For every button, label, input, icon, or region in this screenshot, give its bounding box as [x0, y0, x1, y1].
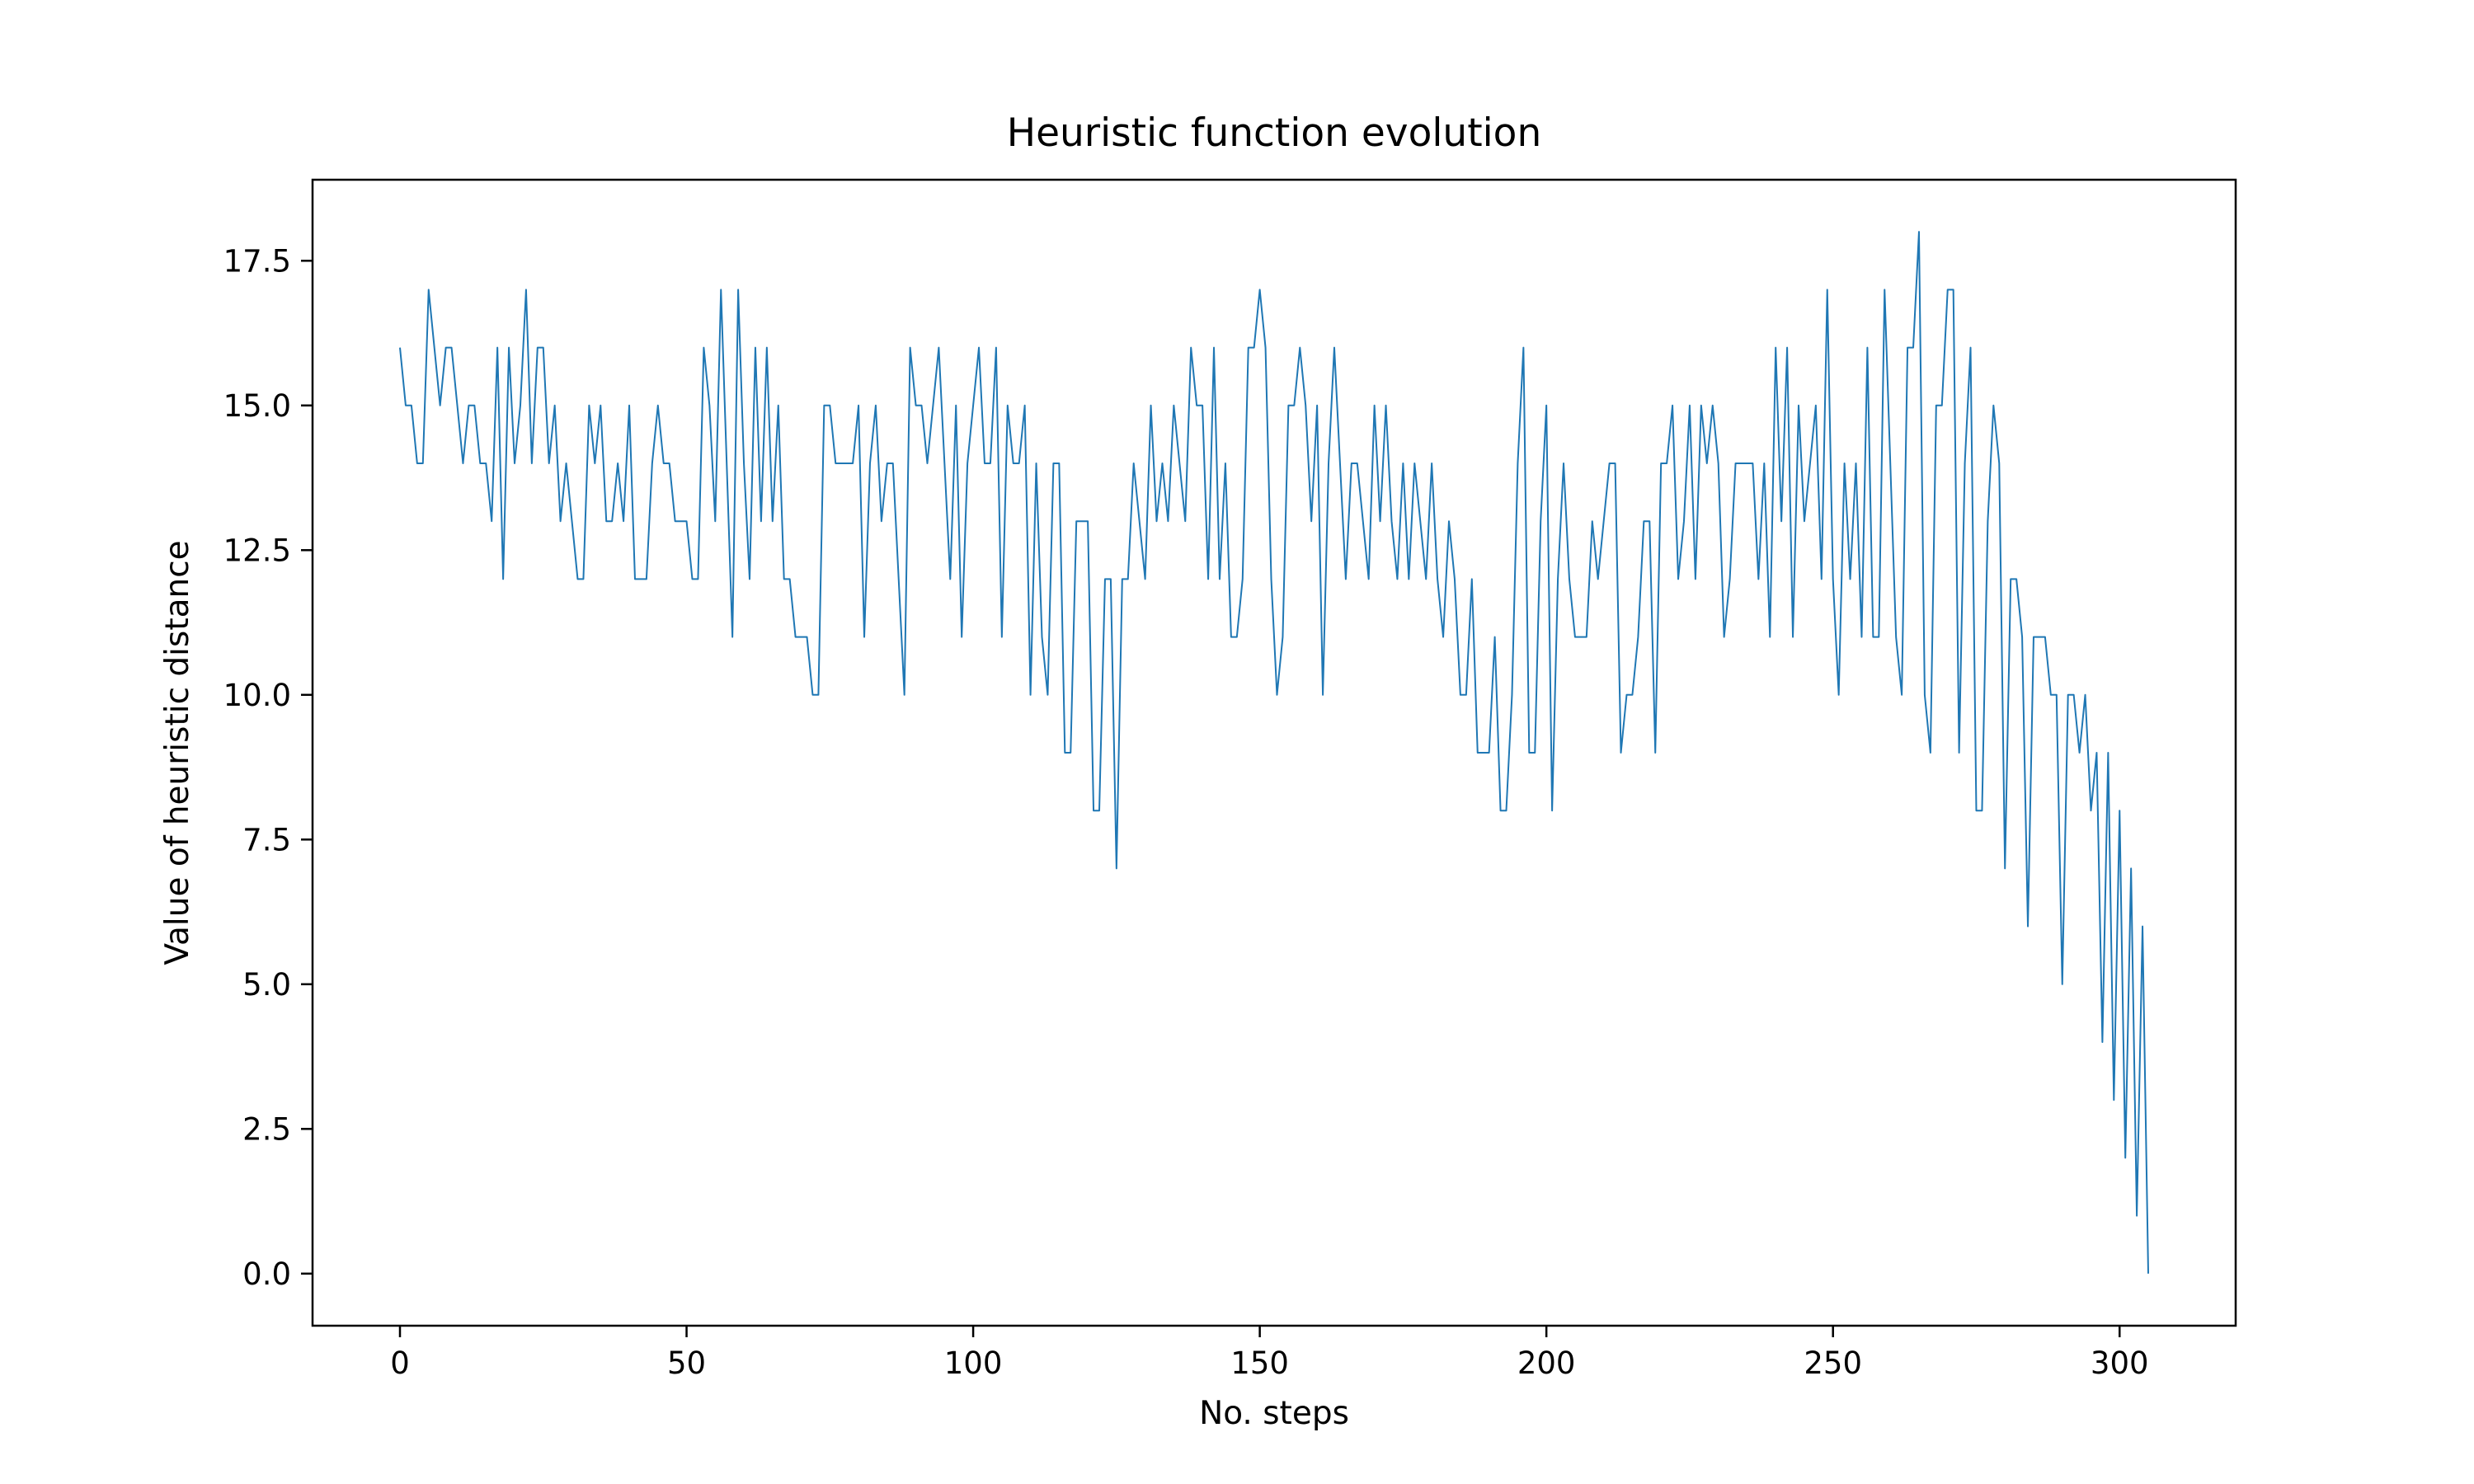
y-tick-label: 5.0 [242, 967, 291, 1003]
x-tick-label: 100 [944, 1345, 1003, 1381]
y-tick-label: 0.0 [242, 1256, 291, 1292]
chart-title: Heuristic function evolution [1007, 110, 1541, 156]
y-tick-label: 10.0 [223, 678, 291, 713]
y-tick-label: 2.5 [242, 1111, 291, 1147]
x-tick-label: 150 [1230, 1345, 1289, 1381]
x-tick-label: 0 [390, 1345, 410, 1381]
plot-area [311, 178, 2237, 1327]
y-tick-label: 12.5 [223, 533, 291, 568]
series-layer [399, 231, 2149, 1274]
series-line-1 [399, 231, 2149, 1274]
axes-frame [311, 178, 2237, 1327]
y-tick-label: 15.0 [223, 388, 291, 424]
x-tick-label: 200 [1517, 1345, 1576, 1381]
y-axis-label: Value of heuristic distance [159, 540, 196, 965]
y-tick-label: 17.5 [223, 243, 291, 279]
x-tick-label: 250 [1804, 1345, 1862, 1381]
y-tick-label: 7.5 [242, 822, 291, 857]
x-axis-label: No. steps [1199, 1395, 1349, 1432]
x-tick-label: 50 [667, 1345, 706, 1381]
y-axis: 0.0 2.5 5.0 7.5 10.0 12.5 15.0 17.5 [223, 243, 313, 1292]
x-axis: 0 50 100 150 200 250 300 [390, 1326, 2149, 1381]
x-tick-label: 300 [2091, 1345, 2149, 1381]
